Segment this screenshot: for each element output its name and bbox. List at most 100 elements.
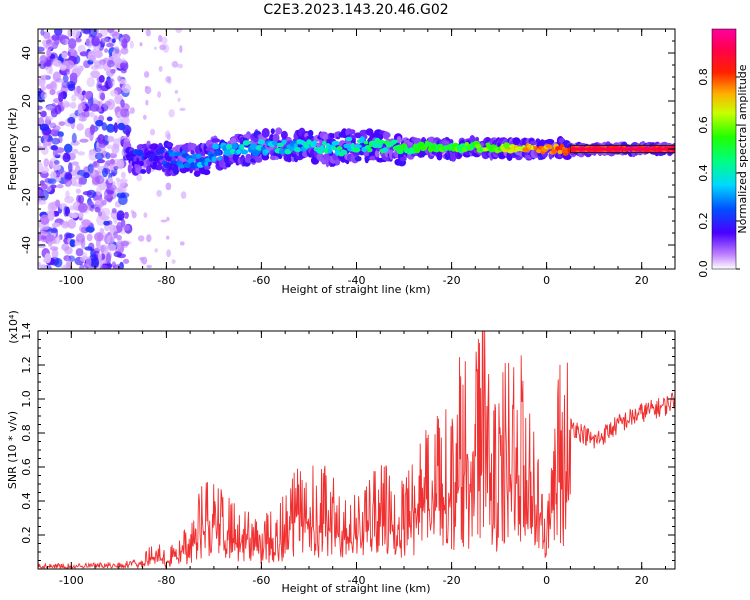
noise-blob: [119, 240, 130, 247]
noise-blob: [38, 200, 47, 205]
ridge-halo-blob: [374, 149, 380, 158]
noise-blob: [40, 85, 47, 91]
noise-blob: [43, 139, 48, 150]
noise-blob: [88, 54, 96, 62]
noise-blob: [80, 29, 91, 34]
noise-blob: [145, 29, 151, 37]
noise-blob: [106, 78, 114, 83]
ridge-core-blob: [377, 139, 386, 144]
spectrogram-noise-layer: [38, 29, 187, 269]
noise-blob: [51, 222, 61, 228]
noise-blob: [76, 123, 84, 131]
ridge-halo-blob: [202, 169, 211, 176]
noise-blob: [139, 257, 144, 261]
colorbar-tick-label: 0.0: [697, 260, 710, 278]
noise-blob: [74, 241, 83, 246]
noise-blob: [121, 83, 132, 94]
noise-blob: [117, 122, 126, 131]
tone-core: [570, 147, 675, 151]
noise-blob: [158, 65, 163, 72]
ridge-core-blob: [178, 164, 185, 169]
noise-blob: [59, 64, 67, 71]
noise-blob: [106, 59, 115, 68]
noise-blob: [90, 70, 100, 79]
figure-title: C2E3.2023.143.20.46.G02: [263, 2, 448, 18]
noise-blob: [52, 60, 62, 67]
noise-blob: [40, 74, 50, 81]
ridge-core-blob: [160, 149, 165, 154]
noise-blob: [161, 36, 168, 45]
x-tick-label: -60: [252, 274, 270, 287]
noise-blob: [98, 143, 107, 148]
noise-blob: [120, 62, 128, 69]
x-tick-label: 20: [635, 574, 649, 587]
ridge-core-blob: [156, 149, 162, 155]
noise-blob: [106, 234, 116, 244]
noise-blob: [64, 178, 72, 187]
noise-blob: [156, 189, 162, 197]
snr-y-axis: 0.2 0.4 0.6 0.8 1.0 1.2 1.4: [20, 322, 675, 570]
snr-series-line: [38, 331, 675, 569]
noise-blob: [40, 225, 50, 231]
noise-blob: [179, 107, 186, 111]
ridge-core-blob: [157, 155, 164, 160]
noise-blob: [71, 132, 77, 144]
noise-blob: [38, 145, 45, 151]
x-tick-label: -40: [348, 274, 366, 287]
noise-blob: [104, 100, 112, 107]
noise-blob: [139, 42, 143, 47]
noise-blob: [85, 256, 92, 268]
noise-blob: [107, 243, 117, 252]
noise-blob: [39, 55, 48, 64]
noise-blob: [121, 116, 130, 126]
noise-blob: [123, 211, 129, 219]
x-tick-label: -100: [59, 574, 84, 587]
noise-blob: [50, 171, 57, 181]
colorbar-tick-label: 0.4: [697, 164, 710, 182]
x-tick-label: 20: [635, 274, 649, 287]
noise-blob: [67, 116, 76, 124]
ridge-core-blob: [319, 145, 325, 153]
noise-blob: [101, 199, 107, 206]
noise-blob: [71, 94, 77, 102]
noise-blob: [137, 235, 145, 242]
noise-blob: [166, 235, 170, 240]
snr-panel: -100 -80 -60 -40 -20 0 20 0.2 0.4 0.6 0.8 1.0 1.2 1.…: [6, 310, 676, 595]
noise-blob: [40, 166, 50, 174]
noise-blob: [145, 99, 149, 106]
noise-blob: [50, 81, 57, 89]
noise-blob: [88, 150, 98, 161]
ridge-core-blob: [245, 140, 252, 145]
noise-blob: [94, 152, 104, 160]
ridge-core-blob: [136, 149, 144, 157]
noise-blob: [98, 75, 105, 83]
noise-blob: [116, 241, 122, 250]
ridge-core-blob: [240, 149, 249, 155]
noise-blob: [51, 34, 60, 41]
noise-blob: [98, 211, 103, 217]
noise-blob: [64, 246, 73, 255]
noise-blob: [116, 234, 122, 241]
ridge-halo-blob: [275, 127, 283, 135]
ridge-halo-blob: [334, 159, 341, 166]
noise-blob: [65, 233, 75, 239]
ridge-core-blob: [367, 148, 373, 153]
ridge-halo-blob: [354, 156, 362, 162]
ridge-halo-blob: [270, 128, 275, 135]
ridge-halo-blob: [156, 163, 163, 171]
noise-blob: [92, 103, 98, 109]
noise-blob: [97, 134, 105, 145]
noise-blob: [84, 90, 93, 100]
noise-blob: [100, 244, 105, 254]
noise-blob: [51, 137, 60, 145]
ridge-core-blob: [336, 146, 343, 151]
colorbar-label: Normalized spectral amplitude: [736, 64, 749, 233]
noise-blob: [61, 52, 68, 59]
noise-blob: [82, 252, 88, 261]
ridge-halo-blob: [254, 157, 263, 163]
noise-blob: [58, 121, 66, 126]
ridge-core-blob: [350, 142, 355, 149]
noise-blob: [106, 123, 115, 133]
noise-blob: [85, 38, 90, 46]
ridge-core-blob: [306, 139, 312, 145]
